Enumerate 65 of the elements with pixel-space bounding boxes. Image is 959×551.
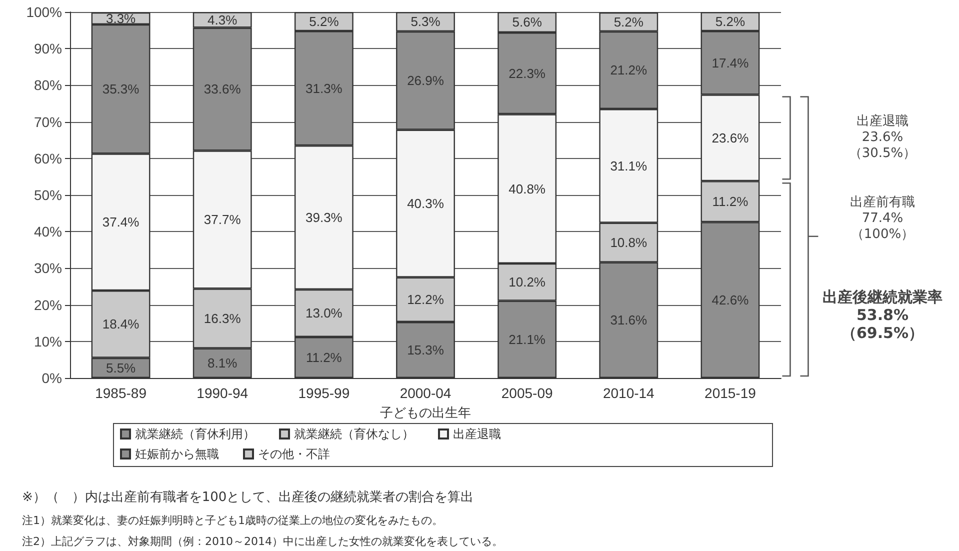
data-label: 11.2%: [306, 350, 342, 366]
data-label: 40.3%: [407, 196, 444, 212]
data-label: 18.4%: [102, 316, 140, 332]
data-label: 31.3%: [305, 80, 343, 96]
data-label: 4.3%: [208, 12, 238, 28]
data-label: 37.4%: [102, 214, 140, 230]
data-label: 31.1%: [610, 158, 648, 174]
text: 出産前有職 77.4% （100%）: [849, 195, 916, 244]
data-label: 39.3%: [305, 210, 343, 226]
data-label: 5.6%: [512, 14, 542, 30]
data-label: 40.8%: [508, 181, 546, 196]
data-label: 37.7%: [204, 212, 242, 228]
data-label: 15.3%: [407, 342, 444, 358]
y-tick-label: 50%: [34, 187, 62, 203]
data-label: 35.3%: [102, 82, 140, 97]
legend-label: その他・不詳: [258, 447, 330, 461]
data-label: 33.6%: [204, 82, 242, 97]
text: ※）（ ）内は出産前有職者を100として、出産後の継続就業者の割合を算出: [22, 489, 474, 506]
x-tick-label: 1990-94: [196, 385, 248, 401]
legend-label: 出産退職: [453, 427, 501, 441]
data-label: 10.8%: [610, 235, 648, 250]
y-tick-label: 0%: [42, 370, 62, 386]
y-tick-label: 90%: [34, 40, 62, 57]
y-tick-label: 40%: [34, 224, 62, 240]
legend-label: 就業継続（育休利用）: [135, 427, 255, 441]
y-tick-label: 10%: [34, 333, 62, 350]
data-label: 22.3%: [508, 66, 546, 81]
x-tick-label: 2015-19: [704, 385, 756, 401]
data-label: 5.3%: [410, 14, 441, 30]
data-label: 8.1%: [208, 356, 238, 371]
y-tick-label: 60%: [34, 150, 62, 166]
data-label: 5.2%: [715, 14, 746, 30]
data-label: 21.2%: [610, 62, 648, 78]
data-label: 12.2%: [407, 292, 444, 308]
y-tick-label: 100%: [26, 4, 62, 20]
data-label: 42.6%: [712, 292, 750, 308]
x-axis-title: 子どもの出生年: [380, 405, 471, 420]
data-label: 5.5%: [106, 360, 136, 376]
data-label: 13.0%: [305, 306, 343, 321]
data-label: 5.2%: [309, 14, 340, 30]
text: 出産後継続就業率 53.8% （69.5%）: [822, 288, 944, 342]
legend-label: 妊娠前から無職: [135, 447, 219, 461]
text: 注1）就業変化は、妻の妊娠判明時と子ども1歳時の従業上の地位の変化をみたもの。: [22, 513, 443, 528]
data-label: 31.6%: [610, 312, 648, 328]
text: 出産退職 23.6% （30.5%）: [848, 114, 918, 162]
data-label: 21.1%: [508, 332, 546, 347]
data-label: 26.9%: [407, 73, 444, 88]
x-tick-label: 2000-04: [400, 385, 452, 401]
y-tick-label: 30%: [34, 260, 62, 276]
data-label: 23.6%: [712, 130, 750, 146]
data-label: 5.2%: [614, 14, 644, 30]
data-label: 17.4%: [712, 55, 750, 70]
y-tick-label: 70%: [34, 114, 62, 130]
data-label: 16.3%: [204, 311, 242, 326]
x-tick-label: 2005-09: [501, 385, 553, 401]
x-tick-label: 1985-89: [95, 385, 147, 401]
data-label: 10.2%: [508, 274, 546, 290]
x-tick-label: 2010-14: [602, 385, 655, 401]
legend-label: 就業継続（育休なし）: [294, 427, 414, 441]
data-label: 3.3%: [106, 10, 136, 26]
data-label: 11.2%: [712, 194, 749, 210]
y-tick-label: 80%: [34, 77, 62, 94]
text: 注2）上記グラフは、対象期間（例：2010～2014）中に出産した女性の就業変化を表している。: [22, 534, 503, 549]
x-tick-label: 1995-99: [298, 385, 350, 401]
y-tick-label: 20%: [34, 296, 62, 313]
